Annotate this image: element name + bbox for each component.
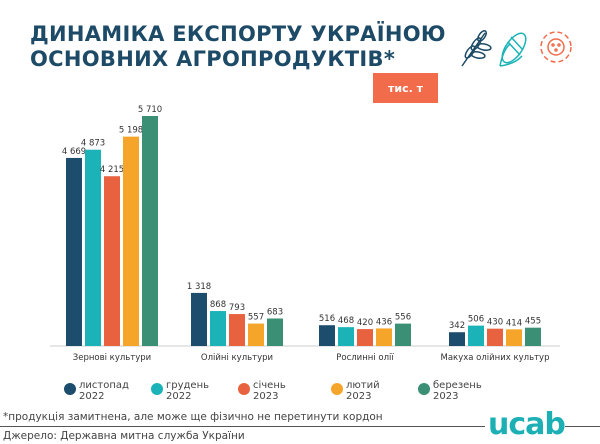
ucab-logo: ucab bbox=[488, 407, 566, 442]
bar bbox=[449, 332, 465, 346]
bar bbox=[357, 329, 373, 346]
data-label: 436 bbox=[376, 317, 392, 327]
data-label: 5 710 bbox=[138, 105, 162, 115]
bar bbox=[85, 149, 101, 346]
data-label: 1 318 bbox=[187, 282, 211, 292]
data-label: 342 bbox=[449, 321, 465, 331]
bar bbox=[123, 136, 139, 346]
data-label: 506 bbox=[468, 315, 484, 325]
legend-marker bbox=[64, 383, 76, 395]
legend-label-year: 2023 bbox=[253, 391, 278, 402]
data-label: 683 bbox=[267, 307, 283, 317]
legend-label-year: 2023 bbox=[433, 391, 458, 402]
legend-marker bbox=[418, 383, 430, 395]
data-label: 868 bbox=[210, 300, 226, 310]
bar bbox=[525, 327, 541, 346]
bar bbox=[468, 325, 484, 346]
divider bbox=[0, 426, 485, 427]
legend-marker bbox=[238, 383, 250, 395]
bar bbox=[395, 323, 411, 346]
category-label: Зернові культури bbox=[73, 353, 151, 363]
legend-label-year: 2022 bbox=[166, 391, 191, 402]
legend-label: лютий bbox=[346, 380, 380, 391]
legend-label: березень bbox=[433, 380, 482, 391]
bar bbox=[210, 311, 226, 346]
legend-label: січень bbox=[253, 379, 286, 391]
data-label: 4 669 bbox=[62, 147, 86, 157]
bar bbox=[66, 157, 82, 346]
data-label: 430 bbox=[487, 318, 503, 328]
bar bbox=[267, 318, 283, 346]
bar bbox=[229, 314, 245, 346]
wheat-icon bbox=[461, 30, 492, 67]
legend-label: листопад bbox=[79, 380, 129, 391]
category-label: Макуха олійних культур bbox=[441, 353, 550, 363]
data-label: 420 bbox=[357, 318, 373, 328]
category-label: Рослинні олії bbox=[336, 353, 394, 363]
data-label: 516 bbox=[319, 314, 335, 324]
bar bbox=[319, 325, 335, 346]
legend-label-year: 2023 bbox=[346, 391, 371, 402]
source: Джерело: Державна митна служба України bbox=[3, 430, 245, 442]
unit-badge: тис. т bbox=[373, 73, 438, 103]
bar bbox=[338, 327, 354, 346]
category-label: Олійні культури bbox=[201, 353, 273, 363]
footnote: *продукція замитнена, але може ще фізичн… bbox=[3, 411, 383, 423]
bar bbox=[104, 176, 120, 346]
data-label: 557 bbox=[248, 313, 264, 323]
bar bbox=[506, 329, 522, 346]
bar bbox=[376, 328, 392, 346]
bar bbox=[248, 323, 264, 346]
bar bbox=[191, 292, 207, 346]
page-title: ДИНАМІКА ЕКСПОРТУ УКРАЇНОЮ ОСНОВНИХ АГРО… bbox=[30, 22, 446, 72]
legend-marker bbox=[331, 383, 343, 395]
legend-label: грудень bbox=[166, 380, 209, 391]
data-label: 556 bbox=[395, 313, 411, 323]
data-label: 4 873 bbox=[81, 139, 105, 149]
legend-label-year: 2022 bbox=[79, 391, 104, 402]
divider bbox=[565, 426, 600, 427]
title-line-1: ДИНАМІКА ЕКСПОРТУ УКРАЇНОЮ bbox=[30, 22, 446, 46]
corn-icon bbox=[499, 32, 527, 67]
title-line-2: ОСНОВНИХ АГРОПРОДУКТІВ* bbox=[30, 47, 396, 71]
bar bbox=[487, 328, 503, 346]
data-label: 793 bbox=[229, 303, 245, 313]
data-label: 5 198 bbox=[119, 126, 143, 136]
data-label: 468 bbox=[338, 316, 354, 326]
data-label: 455 bbox=[525, 317, 541, 327]
bar bbox=[142, 116, 158, 346]
data-label: 414 bbox=[506, 318, 522, 328]
data-label: 4 215 bbox=[100, 165, 124, 175]
legend-marker bbox=[151, 383, 163, 395]
sunflower-icon bbox=[540, 31, 572, 63]
